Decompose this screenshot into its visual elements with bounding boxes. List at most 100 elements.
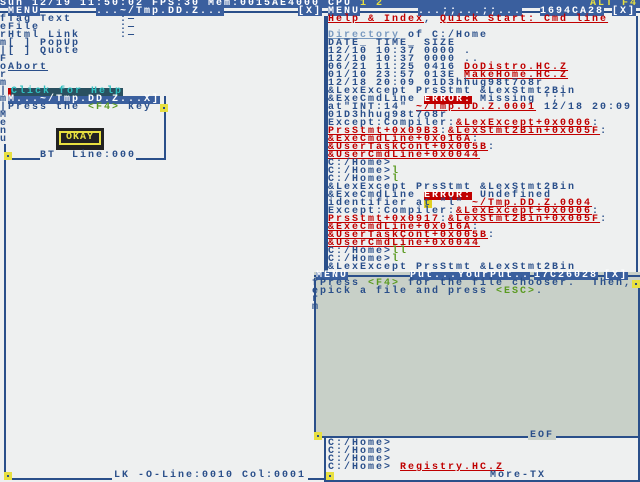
- resize-handle[interactable]: [4, 472, 12, 480]
- help-title-bar[interactable]: MENU...;;...;;... 1694CA28 [X]: [326, 6, 640, 17]
- text-line: at"INT:14" ~/Tmp.DD.Z.0001 12/18 20:09: [328, 102, 632, 113]
- link[interactable]: Abort: [8, 62, 49, 73]
- text-segment: ,: [424, 14, 441, 25]
- text-line: &UserTaskCont+0x005B:: [328, 230, 497, 241]
- text-line: 12/10 10:37 0000 ..: [328, 54, 480, 65]
- link[interactable]: &LexStmt2Bin+0x005F: [448, 126, 601, 137]
- link[interactable]: &UserCmdLine+0x0044: [328, 238, 481, 249]
- text-segment: ll: [392, 246, 409, 257]
- click-for-help-link[interactable]: Click for Help: [8, 87, 124, 97]
- link[interactable]: Directory: [328, 30, 401, 41]
- text-line: 01/10 23:57 013E MakeHome.HC.Z: [328, 70, 569, 81]
- cmd-resize-handle[interactable]: [326, 472, 334, 480]
- text-line: C:/Home>ll: [328, 246, 409, 257]
- link[interactable]: &LexExcept+0x0006: [456, 118, 593, 129]
- text-segment: 12/10 10:37 0000: [328, 54, 465, 65]
- put-window: [314, 272, 640, 438]
- help-close-button[interactable]: [X]: [612, 6, 637, 17]
- link[interactable]: &LexStmt2Bin+0x005F: [448, 214, 601, 225]
- text-line: 06/21 11:25 0416 DoDistro.HC.Z: [328, 62, 569, 73]
- text-line: &ExeCmdLine+0x016A:: [328, 222, 481, 233]
- close-button[interactable]: [X]: [298, 6, 323, 17]
- editor-status-line: LK -O-Line:0010 Col:0001: [112, 470, 309, 481]
- text-segment: C:/Home>: [328, 446, 393, 457]
- put-close-button[interactable]: [X]: [604, 270, 629, 281]
- link[interactable]: ~/Tmp.DD.Z.0004: [472, 198, 593, 209]
- put-title-bar[interactable]: MENU Put...YourPut.. 17C26028 [X]: [314, 270, 640, 281]
- text-segment: :: [440, 126, 449, 137]
- cmd-status: More-TX: [488, 470, 549, 481]
- link[interactable]: &LexExcept+0x0006: [456, 206, 593, 217]
- put-resize-handle[interactable]: [314, 432, 322, 440]
- link[interactable]: &UserTaskCont+0x005B: [328, 142, 489, 153]
- top-status-bar: Sun 12/19 11:50:02 FPS:30 Mem:0015AE4000…: [0, 0, 640, 9]
- text-segment: :: [488, 230, 497, 241]
- link[interactable]: DoDistro.HC.Z: [464, 62, 569, 73]
- link[interactable]: &UserTaskCont+0x005B: [328, 230, 489, 241]
- text-line: &LexExcept PrsStmt &LexStmt2Bin: [328, 87, 576, 97]
- text-segment: &LexExcept PrsStmt &LexStmt2Bin: [328, 262, 577, 273]
- text-segment: C:/Home>: [328, 462, 401, 473]
- popup-resize-handle[interactable]: [4, 152, 12, 160]
- text-line: C:/Home>: [328, 159, 392, 169]
- popup-status: BT Line:000: [40, 150, 137, 161]
- link[interactable]: PrsStmt+0x0917: [328, 214, 441, 225]
- put-side-label: ferm|: [312, 278, 319, 321]
- text-segment: of C:/Home: [400, 30, 489, 41]
- text-segment: Html Link: [8, 30, 81, 41]
- text-segment: :: [472, 222, 481, 233]
- text-segment: for the file chooser. Then,: [400, 278, 633, 289]
- text-segment: DATE_ TIME_ SIZE: [328, 38, 457, 49]
- help-menu-button[interactable]: MENU: [328, 6, 361, 17]
- link[interactable]: Registry.HC.Z: [400, 462, 505, 473]
- field-tag-text[interactable]: :—: [120, 14, 137, 25]
- text-line: &ExeCmdLine ERROR: Undefined: [328, 190, 553, 201]
- text-line: Directory of C:/Home: [328, 30, 489, 41]
- help-title: ...;;...;;...: [418, 6, 523, 17]
- field-file[interactable]: :—: [120, 22, 137, 33]
- link[interactable]: &ExeCmdLine+0x016A: [328, 222, 473, 233]
- text-segment: <F4>: [368, 278, 401, 289]
- text-segment: :: [600, 214, 609, 225]
- text-segment: Missing ';': [472, 94, 569, 105]
- link[interactable]: Help & Index: [328, 14, 425, 25]
- link[interactable]: Quick Start: Cmd line: [440, 14, 609, 25]
- popup-title-bar[interactable]: M...~/Tmp.DD.Z...X]: [8, 94, 161, 105]
- link[interactable]: PrsStmt+0x09B3: [328, 126, 441, 137]
- alt-f4-button[interactable]: ALT F4: [589, 0, 638, 9]
- text-segment: l: [392, 166, 401, 177]
- menu-button[interactable]: MENU: [8, 6, 41, 17]
- text-segment: C:/Home>: [328, 438, 393, 449]
- text-segment: C:/Home>: [328, 254, 393, 265]
- text-segment: :: [488, 142, 497, 153]
- popup-corner-handle[interactable]: [160, 104, 168, 112]
- link[interactable]: MakeHome.HC.Z: [464, 70, 569, 81]
- put-menu-button[interactable]: MENU: [316, 270, 349, 281]
- text-line: identifier at "l" ~/Tmp.DD.Z.0004: [328, 198, 593, 209]
- okay-button[interactable]: OKAY: [56, 128, 104, 150]
- text-line: &LexExcept PrsStmt &LexStmt2Bin: [328, 262, 577, 273]
- help-address: 1694CA28: [540, 6, 605, 17]
- text-line: &UserCmdLine+0x0044: [328, 238, 481, 249]
- text-segment: :: [472, 134, 481, 145]
- popup-menu-button[interactable]: M: [8, 94, 17, 105]
- form-menu-side-label: ferm|Form|m|Menu: [0, 14, 8, 145]
- text-line: Html Link: [8, 30, 81, 41]
- text-line: C:/Home>: [328, 455, 392, 465]
- link[interactable]: ~/Tmp.DD.Z.0001: [416, 102, 537, 113]
- text-segment: at"INT:14": [328, 102, 417, 113]
- editor-title-bar[interactable]: MENU ...~/Tmp.DD.Z... [X]: [0, 6, 326, 17]
- text-line: Tag Text: [8, 15, 72, 25]
- text-segment: Undefined: [472, 190, 553, 201]
- popup-close-button[interactable]: X]: [144, 94, 161, 105]
- text-segment: :: [440, 214, 449, 225]
- field-html-link[interactable]: :—: [120, 30, 137, 41]
- text-line: [ ] Quote: [8, 47, 80, 57]
- text-line: File: [8, 23, 40, 33]
- link[interactable]: &UserCmdLine+0x0044: [328, 150, 481, 161]
- link[interactable]: &ExeCmdLine+0x016A: [328, 134, 473, 145]
- put-corner-handle[interactable]: [632, 280, 640, 288]
- text-segment: &ExeCmdLine: [328, 190, 425, 201]
- text-line: &ExeCmdLine+0x016A:: [328, 134, 481, 145]
- popup-title: ...~/Tmp.DD.Z...: [16, 94, 145, 105]
